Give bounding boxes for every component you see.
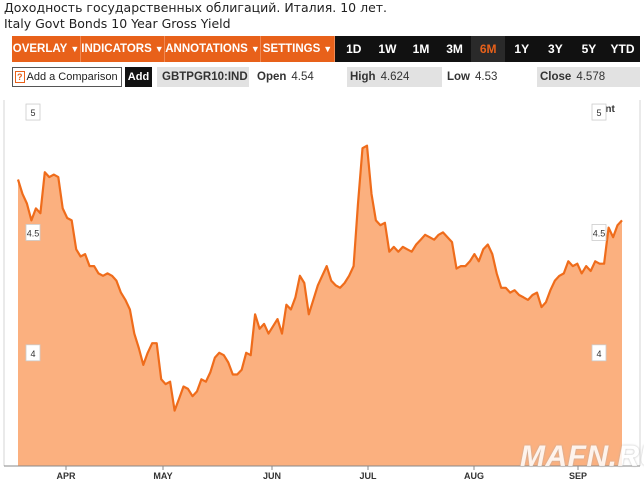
x-tick-label: MAY <box>153 471 172 481</box>
yield-area-fill <box>18 145 622 466</box>
triangle-down-icon: ▼ <box>70 44 80 54</box>
close-label: Close <box>540 71 572 83</box>
x-tick-label: APR <box>56 471 76 481</box>
indicators-menu-label: INDICATORS <box>81 43 152 55</box>
range-5y-button[interactable]: 5Y <box>581 42 597 56</box>
chart-subtitle: Italy Govt Bonds 10 Year Gross Yield <box>4 16 231 31</box>
y-tick-label-right-box <box>591 344 607 362</box>
y-tick-label-right: 4.5 <box>593 228 606 238</box>
overlay-menu-button[interactable]: OVERLAY ▼ <box>12 36 81 62</box>
range-1d-button[interactable]: 1D <box>346 42 362 56</box>
triangle-down-icon: ▼ <box>323 44 333 54</box>
y-tick-label-left: 4 <box>30 349 35 359</box>
y-tick-label-left-box <box>25 224 41 241</box>
add-comparison-label: Add a Comparison <box>26 71 118 83</box>
triangle-down-icon: ▼ <box>154 44 164 54</box>
open-stat: Open 4.54 <box>254 67 344 87</box>
yield-line <box>16 144 623 412</box>
overlay-menu-label: OVERLAY <box>12 43 68 55</box>
watermark-logo: MAFN.RU <box>520 440 644 473</box>
add-comparison-field[interactable]: ? Add a Comparison <box>12 67 122 87</box>
y-tick-label-right-box <box>591 103 607 121</box>
range-6m-button[interactable]: 6M <box>471 36 505 62</box>
x-tick-label: JUL <box>359 471 377 481</box>
close-value: 4.578 <box>576 71 606 83</box>
open-value: 4.54 <box>291 71 314 83</box>
indicators-menu-button[interactable]: INDICATORS ▼ <box>81 36 165 62</box>
annotations-menu-button[interactable]: ANNOTATIONS ▼ <box>165 36 261 62</box>
help-icon: ? <box>15 71 25 83</box>
y-tick-label-right: 4 <box>596 349 601 359</box>
triangle-down-icon: ▼ <box>250 44 260 54</box>
add-comparison-button[interactable]: Add <box>125 67 152 87</box>
y-tick-label-left-box <box>25 344 41 362</box>
y-tick-label-right-box <box>591 224 607 241</box>
x-tick-label: JUN <box>263 471 281 481</box>
quote-infobar: ? Add a Comparison Add GBTPGR10:IND Open… <box>12 67 640 87</box>
annotations-menu-label: ANNOTATIONS <box>165 43 248 55</box>
page-title: Доходность государственных облигаций. Ит… <box>4 0 388 15</box>
ticker-symbol: GBTPGR10:IND <box>157 67 249 87</box>
y-tick-label-left: 5 <box>30 108 35 118</box>
range-3m-button[interactable]: 3M <box>446 42 463 56</box>
settings-menu-button[interactable]: SETTINGS ▼ <box>261 36 335 62</box>
range-1m-button[interactable]: 1M <box>412 42 430 56</box>
chart-toolbar: OVERLAY ▼ INDICATORS ▼ ANNOTATIONS ▼ SET… <box>12 36 640 62</box>
close-stat: Close 4.578 <box>537 67 640 87</box>
settings-menu-label: SETTINGS <box>262 43 321 55</box>
range-3y-button[interactable]: 3Y <box>548 42 563 56</box>
open-label: Open <box>257 71 287 83</box>
range-1y-button[interactable]: 1Y <box>514 42 530 56</box>
y-tick-label-left-box <box>25 103 41 121</box>
low-label: Low <box>447 71 470 83</box>
low-stat: Low 4.53 <box>444 67 534 87</box>
x-tick-label: SEP <box>569 471 587 481</box>
y-tick-label-left: 4.5 <box>27 228 40 238</box>
high-value: 4.624 <box>380 71 410 83</box>
range-ytd-button[interactable]: YTD <box>610 42 635 56</box>
x-tick-label: AUG <box>464 471 484 481</box>
low-value: 4.53 <box>475 71 498 83</box>
y-tick-label-right: 5 <box>596 108 601 118</box>
high-stat: High 4.624 <box>347 67 442 87</box>
range-1w-button[interactable]: 1W <box>378 42 397 56</box>
high-label: High <box>350 71 376 83</box>
